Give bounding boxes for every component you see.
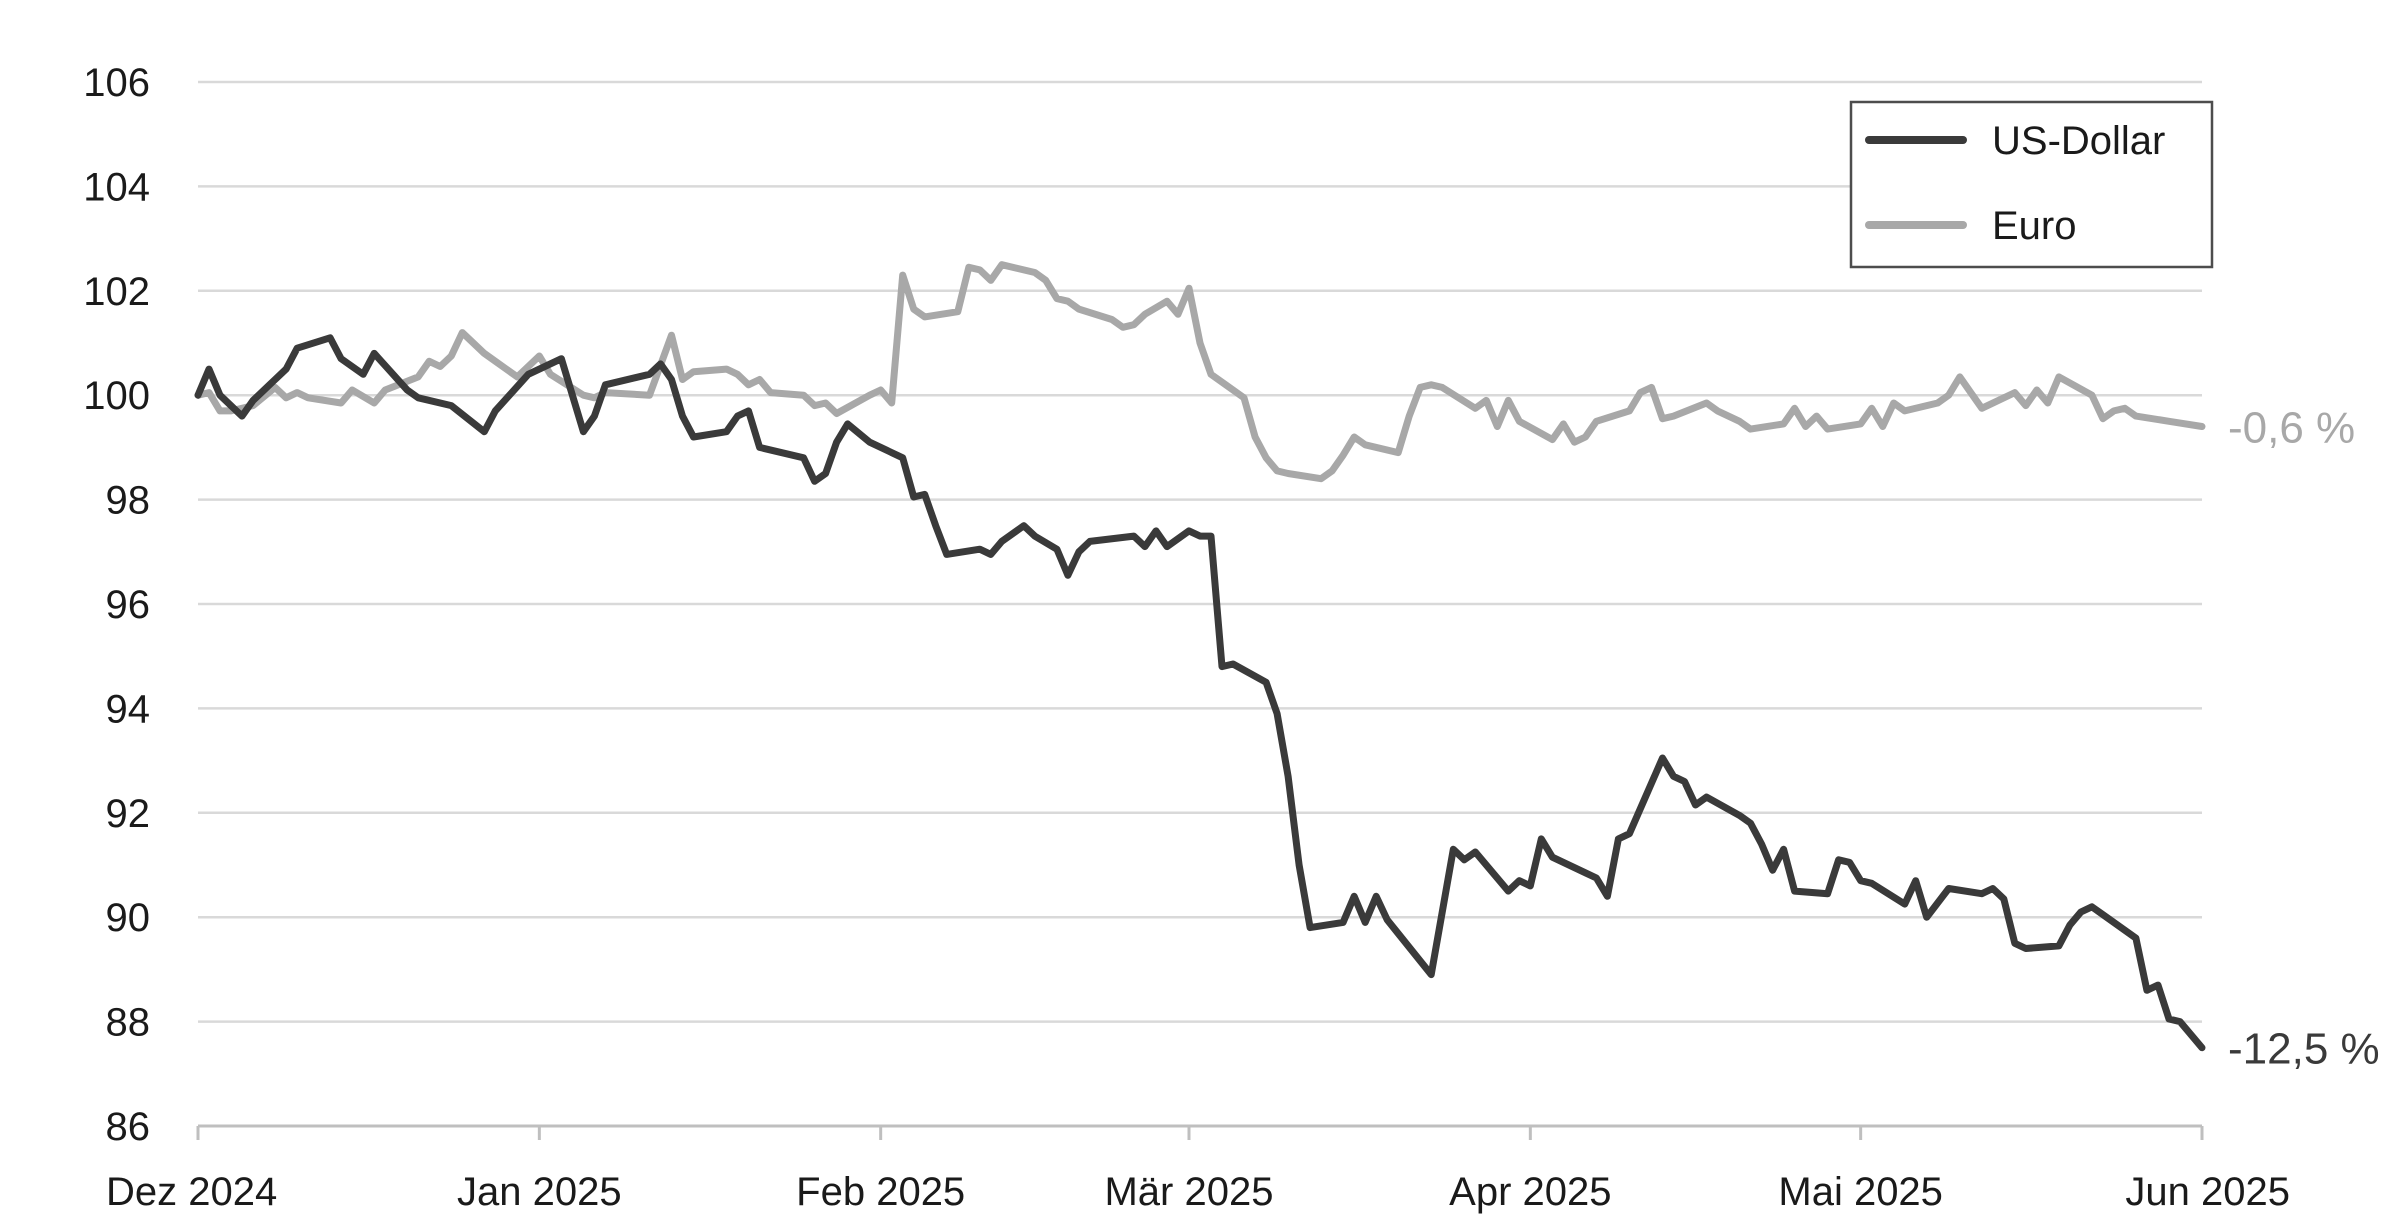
y-tick-label: 86 bbox=[106, 1105, 151, 1149]
y-tick-label: 98 bbox=[106, 479, 151, 523]
x-axis bbox=[196, 1124, 2204, 1140]
x-tick-label: Apr 2025 bbox=[1449, 1170, 1611, 1214]
x-tick-label: Mär 2025 bbox=[1104, 1170, 1273, 1214]
legend-label-us-dollar: US-Dollar bbox=[1992, 119, 2165, 163]
end-labels: -0,6 % -12,5 % bbox=[2228, 404, 2380, 1074]
y-tick-label: 92 bbox=[106, 792, 151, 836]
y-tick-label: 106 bbox=[83, 61, 150, 105]
y-tick-label: 104 bbox=[83, 165, 150, 209]
y-tick-label: 102 bbox=[83, 270, 150, 314]
x-tick-label: Jun 2025 bbox=[2125, 1170, 2290, 1214]
legend-box bbox=[1849, 100, 2214, 269]
series-line-euro bbox=[194, 261, 2206, 483]
x-tick-labels: Dez 2024 Jan 2025 Feb 2025 Mär 2025 Apr 2025… bbox=[106, 1170, 2290, 1214]
legend: US-Dollar Euro bbox=[1849, 100, 2214, 269]
y-tick-label: 94 bbox=[106, 687, 151, 731]
x-tick-label: Mai 2025 bbox=[1778, 1170, 1943, 1214]
x-tick-label: Dez 2024 bbox=[106, 1170, 277, 1214]
end-label-us-dollar: -12,5 % bbox=[2228, 1025, 2380, 1074]
x-tick-label: Jan 2025 bbox=[457, 1170, 622, 1214]
x-tick-label: Feb 2025 bbox=[796, 1170, 965, 1214]
y-tick-label: 96 bbox=[106, 583, 151, 627]
series-lines bbox=[194, 261, 2206, 1052]
end-label-euro: -0,6 % bbox=[2228, 404, 2355, 453]
y-tick-label: 90 bbox=[106, 896, 151, 940]
y-tick-labels: 106 104 102 100 98 96 94 92 90 88 86 bbox=[83, 61, 150, 1149]
y-tick-label: 88 bbox=[106, 1001, 151, 1045]
series-line-us-dollar bbox=[194, 334, 2206, 1052]
grid-lines bbox=[198, 80, 2202, 1023]
legend-label-euro: Euro bbox=[1992, 204, 2077, 248]
y-tick-label: 100 bbox=[83, 374, 150, 418]
